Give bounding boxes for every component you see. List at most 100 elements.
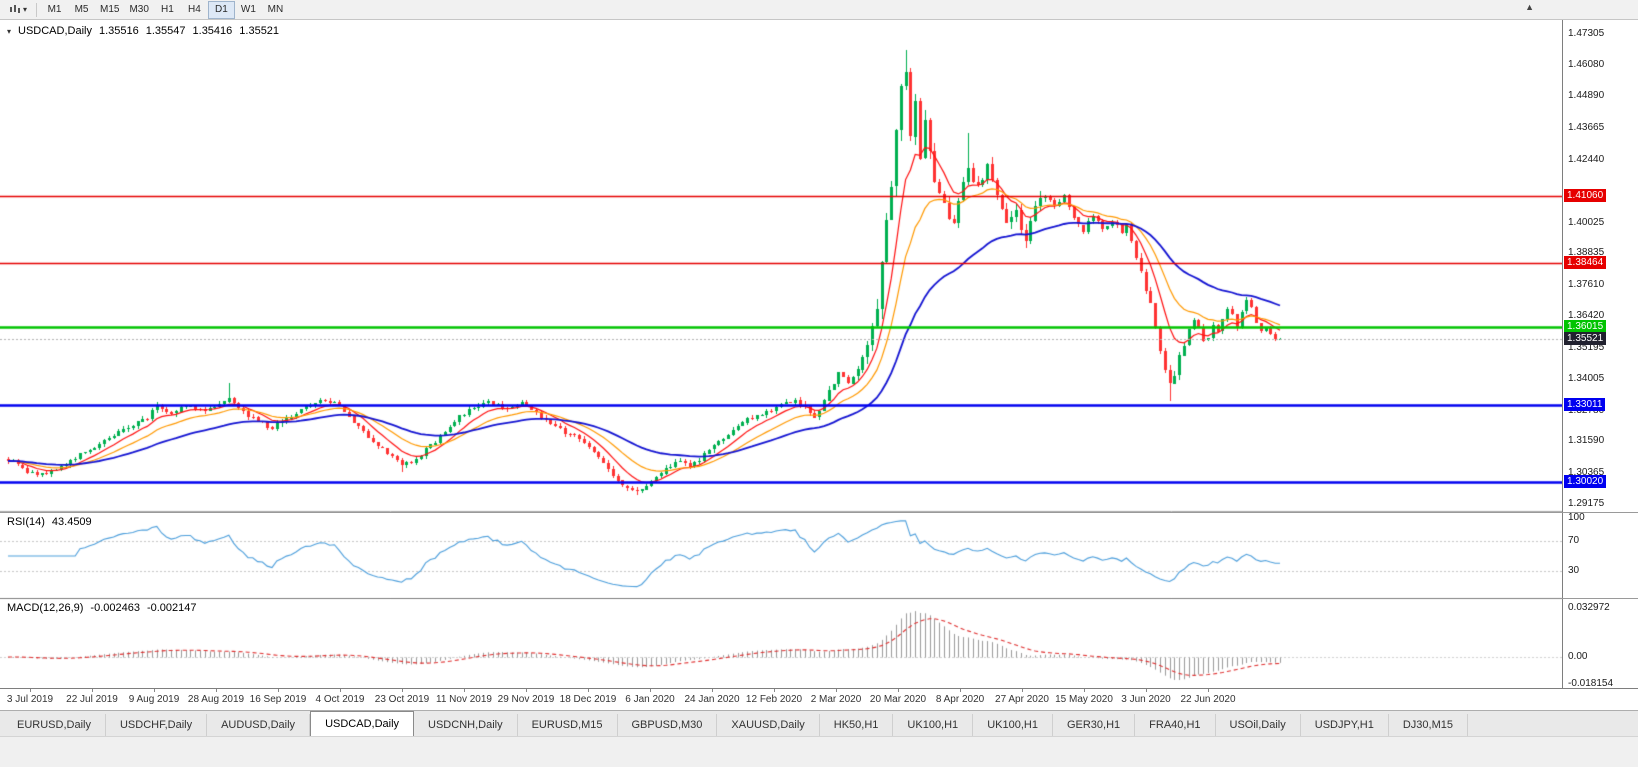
timeframe-button-h1[interactable]: H1: [161, 4, 174, 15]
hline-price-badge: 1.41060: [1564, 188, 1607, 202]
price-tick-label: 1.34005: [1568, 372, 1605, 384]
date-tick-label: 23 Oct 2019: [374, 694, 430, 705]
time-axis[interactable]: 3 Jul 2019 22 Jul 2019 9 Aug 2019 28 Aug 20…: [0, 688, 1638, 710]
price-tick-label: 1.37610: [1568, 279, 1605, 291]
price-tick-label: 1.42440: [1568, 153, 1605, 165]
chart-header: ▾ USDCAD,Daily 1.35516 1.35547 1.35416 1…: [7, 25, 279, 37]
date-tick-mark: [588, 689, 589, 692]
price-tick-label: 1.47305: [1568, 27, 1605, 39]
date-tick-mark: [92, 689, 93, 692]
macd-panel-header: MACD(12,26,9) -0.002463 -0.002147: [7, 602, 197, 614]
date-tick-label: 11 Nov 2019: [436, 694, 492, 705]
chart-tab-gbpusd-m30[interactable]: GBPUSD,M30: [618, 714, 718, 736]
date-tick-mark: [774, 689, 775, 692]
chart-tab-hk50-h1[interactable]: HK50,H1: [820, 714, 894, 736]
chart-tab-audusd-daily[interactable]: AUDUSD,Daily: [207, 714, 311, 736]
ohlc-low: 1.35416: [192, 25, 233, 37]
panel-resize-separator[interactable]: [0, 512, 1638, 513]
chart-tab-usdjpy-h1[interactable]: USDJPY,H1: [1301, 714, 1389, 736]
chart-tab-fra40-h1[interactable]: FRA40,H1: [1135, 714, 1216, 736]
macd-axis-tick: 0.00: [1568, 651, 1588, 662]
symbol-dropdown-icon: ▾: [7, 26, 12, 36]
chart-symbol-period: USDCAD,Daily: [18, 25, 92, 37]
chart-shift-marker-icon[interactable]: ▲: [1525, 2, 1534, 12]
ohlc-close: 1.35521: [239, 25, 280, 37]
date-tick-label: 3 Jul 2019: [6, 694, 54, 705]
price-axis[interactable]: 1.47305 1.46080 1.44890 1.43665 1.42440 1.400…: [1562, 20, 1638, 689]
chart-tab-uk100-h1[interactable]: UK100,H1: [893, 714, 974, 736]
date-tick-mark: [340, 689, 341, 692]
chart-tab-xauusd-daily[interactable]: XAUUSD,Daily: [717, 714, 820, 736]
timeframe-button-m1[interactable]: M1: [47, 4, 62, 15]
date-tick-label: 3 Jun 2020: [1121, 694, 1171, 705]
price-tick-label: 1.40025: [1568, 216, 1605, 228]
date-tick-mark: [712, 689, 713, 692]
toolbar-separator: [36, 2, 38, 17]
chart-tab-ger30-h1[interactable]: GER30,H1: [1053, 714, 1136, 736]
date-tick-label: 22 Jul 2019: [66, 694, 118, 705]
date-tick-mark: [1208, 689, 1209, 692]
panel-resize-separator[interactable]: [0, 598, 1638, 599]
price-tick-label: 1.30365: [1568, 467, 1605, 479]
hline-price-badge: 1.33011: [1564, 397, 1606, 411]
macd-axis-tick: -0.018154: [1568, 677, 1614, 689]
date-tick-mark: [30, 689, 31, 692]
date-tick-label: 22 Jun 2020: [1180, 694, 1236, 705]
chart-tab-usoil-daily[interactable]: USOil,Daily: [1216, 714, 1301, 736]
hline-price-badge: 1.30020: [1564, 475, 1607, 489]
date-tick-label: 6 Jan 2020: [625, 694, 675, 705]
timeframe-button-mn[interactable]: MN: [267, 4, 284, 15]
price-tick-label: 1.36420: [1568, 310, 1605, 322]
date-tick-mark: [278, 689, 279, 692]
timeframe-toolbar: ▾ M1 M5 M15 M30 H1 H4 D1 W1 MN ▲: [0, 0, 1638, 20]
price-tick-label: 1.29175: [1568, 498, 1605, 510]
chart-tab-usdcad-daily[interactable]: USDCAD,Daily: [310, 711, 415, 736]
rsi-axis-tick: 30: [1568, 565, 1580, 577]
timeframe-button-m30[interactable]: M30: [129, 4, 149, 15]
date-tick-label: 4 Oct 2019: [315, 694, 365, 705]
date-tick-mark: [960, 689, 961, 692]
chart-tab-eurusd-m15[interactable]: EURUSD,M15: [518, 714, 618, 736]
chart-tab-dj30-m15[interactable]: DJ30,M15: [1389, 714, 1468, 736]
timeframe-button-d1[interactable]: D1: [207, 0, 235, 19]
rsi-indicator-label: RSI(14): [7, 516, 45, 528]
macd-value: -0.002463: [90, 602, 140, 614]
date-tick-label: 24 Jan 2020: [684, 694, 740, 705]
timeframe-button-h4[interactable]: H4: [188, 4, 201, 15]
date-tick-label: 9 Aug 2019: [128, 694, 180, 705]
candlestick-chart-canvas[interactable]: [0, 20, 1562, 688]
date-tick-label: 16 Sep 2019: [249, 694, 307, 705]
timeframe-button-m15[interactable]: M15: [100, 4, 120, 15]
dropdown-arrow-icon: ▾: [23, 4, 28, 14]
timeframe-buttons: M1 M5 M15 M30 H1 H4 D1 W1 MN: [41, 0, 289, 19]
date-tick-mark: [216, 689, 217, 692]
timeframe-button-w1[interactable]: W1: [240, 4, 256, 15]
price-tick-label: 1.46080: [1568, 59, 1605, 71]
rsi-panel-header: RSI(14) 43.4509: [7, 516, 92, 528]
chart-type-dropdown-button[interactable]: ▾: [4, 1, 32, 19]
macd-indicator-label: MACD(12,26,9): [7, 602, 84, 614]
timeframe-button-m5[interactable]: M5: [74, 4, 89, 15]
date-tick-mark: [1084, 689, 1085, 692]
chart-area: ▾ USDCAD,Daily 1.35516 1.35547 1.35416 1…: [0, 20, 1638, 710]
date-tick-label: 27 Apr 2020: [995, 694, 1049, 705]
status-bar: [0, 736, 1638, 767]
price-tick-label: 1.35195: [1568, 341, 1605, 353]
ohlc-high: 1.35547: [145, 25, 186, 37]
rsi-axis-tick: 70: [1568, 534, 1580, 546]
chart-tab-eurusd-daily[interactable]: EURUSD,Daily: [3, 714, 106, 736]
date-tick-mark: [898, 689, 899, 692]
date-tick-label: 18 Dec 2019: [559, 694, 617, 705]
chart-tab-usdchf-daily[interactable]: USDCHF,Daily: [106, 714, 208, 736]
hline-price-badge: 1.36015: [1564, 319, 1607, 333]
date-tick-label: 8 Apr 2020: [935, 694, 985, 705]
price-tick-label: 1.43665: [1568, 122, 1605, 134]
date-tick-mark: [650, 689, 651, 692]
date-tick-mark: [526, 689, 527, 692]
chart-tabbar: EURUSD,Daily USDCHF,Daily AUDUSD,Daily USDC…: [0, 710, 1638, 736]
chart-tab-uk100-h1[interactable]: UK100,H1: [973, 714, 1053, 736]
date-tick-mark: [464, 689, 465, 692]
chart-tab-usdcnh-daily[interactable]: USDCNH,Daily: [414, 714, 518, 736]
current-price-badge: 1.35521: [1564, 332, 1607, 346]
date-tick-label: 12 Feb 2020: [745, 694, 803, 705]
